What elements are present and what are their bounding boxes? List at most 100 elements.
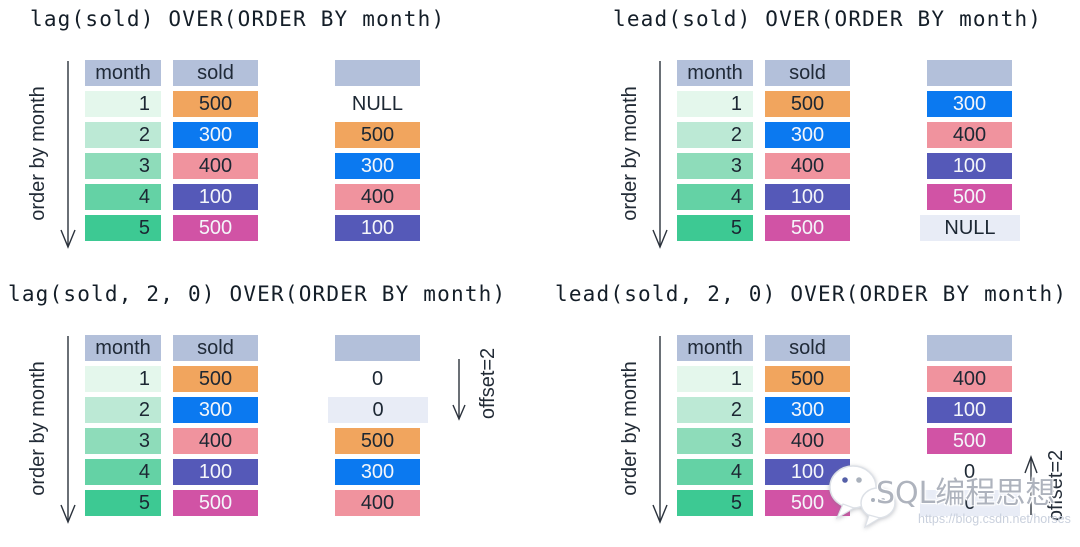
result-column: 400 100 500 0 0 xyxy=(920,335,1020,516)
month-cell: 5 xyxy=(85,215,161,241)
month-cell: 2 xyxy=(85,122,161,148)
formula-title: lead(sold) OVER(ORDER BY month) xyxy=(613,7,1043,31)
panel-lag-simple: lag(sold) OVER(ORDER BY month) order by … xyxy=(0,0,540,272)
result-cell: 400 xyxy=(335,184,420,210)
order-direction-arrow xyxy=(652,61,668,249)
month-cell: 4 xyxy=(677,459,753,485)
result-cell: 500 xyxy=(927,184,1012,210)
result-cell: 100 xyxy=(927,153,1012,179)
panel-lead-simple: lead(sold) OVER(ORDER BY month) order by… xyxy=(540,0,1080,272)
order-by-label: order by month xyxy=(618,85,641,221)
result-cell: 0 xyxy=(963,460,976,483)
watermark-brand: SQL编程思想 xyxy=(876,476,1056,511)
month-cell: 4 xyxy=(677,184,753,210)
wechat-bubbles-icon xyxy=(829,465,896,529)
sold-cell: 100 xyxy=(173,184,258,210)
result-header-cell xyxy=(927,335,1012,361)
result-cell: 500 xyxy=(335,428,420,454)
result-header-cell xyxy=(927,60,1012,86)
sold-cell: 100 xyxy=(173,459,258,485)
result-cell: 500 xyxy=(927,428,1012,454)
watermark-url: https://blog.csdn.net/horses xyxy=(918,512,1071,526)
sold-cell: 100 xyxy=(765,184,850,210)
month-cell: 3 xyxy=(677,153,753,179)
sold-cell: 500 xyxy=(765,215,850,241)
month-cell: 1 xyxy=(677,366,753,392)
order-direction-arrow xyxy=(60,336,76,524)
result-column: 0 0 500 300 400 xyxy=(328,335,428,516)
result-header-cell xyxy=(335,60,420,86)
result-cell: 400 xyxy=(927,366,1012,392)
month-cell: 2 xyxy=(677,397,753,423)
month-header-cell: month xyxy=(85,335,161,361)
panel-lead-offset: lead(sold, 2, 0) OVER(ORDER BY month) or… xyxy=(540,275,1080,547)
panel-lag-offset: lag(sold, 2, 0) OVER(ORDER BY month) ord… xyxy=(0,275,540,547)
sold-cell: 500 xyxy=(173,490,258,516)
offset-arrow-down-icon xyxy=(452,359,466,421)
sold-cell: 500 xyxy=(765,366,850,392)
sold-cell: 400 xyxy=(765,153,850,179)
offset-label: offset=2 xyxy=(477,347,500,419)
month-cell: 3 xyxy=(85,153,161,179)
result-cell: 400 xyxy=(335,490,420,516)
sold-header-cell: sold xyxy=(173,60,258,86)
month-cell: 1 xyxy=(677,91,753,117)
result-cell: 100 xyxy=(927,397,1012,423)
month-cell: 5 xyxy=(677,490,753,516)
month-cell: 3 xyxy=(677,428,753,454)
month-header-cell: month xyxy=(677,335,753,361)
offset-arrow-up-icon xyxy=(1024,455,1038,515)
month-cell: 5 xyxy=(85,490,161,516)
month-header-cell: month xyxy=(85,60,161,86)
month-column: month 1 2 3 4 5 xyxy=(85,335,161,516)
month-column: month 1 2 3 4 5 xyxy=(677,60,753,241)
sold-cell: 500 xyxy=(173,215,258,241)
result-column: NULL 500 300 400 100 xyxy=(335,60,420,241)
month-cell: 4 xyxy=(85,459,161,485)
sold-column: sold 500 300 400 100 500 xyxy=(173,60,258,241)
month-cell: 1 xyxy=(85,91,161,117)
order-by-label: order by month xyxy=(26,85,49,221)
sold-cell: 300 xyxy=(765,122,850,148)
result-cell: 0 xyxy=(371,367,384,390)
result-header-cell xyxy=(335,335,420,361)
sold-cell: 500 xyxy=(173,91,258,117)
result-cell: NULL xyxy=(351,92,404,115)
month-cell: 4 xyxy=(85,184,161,210)
sold-cell: 400 xyxy=(173,153,258,179)
watermark: SQL编程思想 https://blog.csdn.net/horses xyxy=(820,450,1080,543)
result-cell: 300 xyxy=(335,153,420,179)
result-cell: 0 xyxy=(328,397,428,423)
month-cell: 2 xyxy=(85,397,161,423)
result-cell: NULL xyxy=(920,215,1020,241)
result-cell: 100 xyxy=(335,215,420,241)
sold-cell: 300 xyxy=(765,397,850,423)
result-column: 300 400 100 500 NULL xyxy=(920,60,1020,241)
sold-header-cell: sold xyxy=(765,60,850,86)
formula-title: lead(sold, 2, 0) OVER(ORDER BY month) xyxy=(555,282,1068,306)
sold-cell: 400 xyxy=(173,428,258,454)
month-cell: 5 xyxy=(677,215,753,241)
sold-cell: 500 xyxy=(765,91,850,117)
sold-header-cell: sold xyxy=(765,335,850,361)
sold-cell: 300 xyxy=(173,122,258,148)
order-direction-arrow xyxy=(652,336,668,524)
result-cell: 300 xyxy=(335,459,420,485)
sold-column: sold 500 300 400 100 500 xyxy=(765,60,850,241)
month-cell: 1 xyxy=(85,366,161,392)
result-cell: 500 xyxy=(335,122,420,148)
month-column: month 1 2 3 4 5 xyxy=(85,60,161,241)
result-cell: 300 xyxy=(927,91,1012,117)
sold-cell: 500 xyxy=(173,366,258,392)
order-by-label: order by month xyxy=(618,360,641,496)
month-cell: 3 xyxy=(85,428,161,454)
sold-header-cell: sold xyxy=(173,335,258,361)
sold-cell: 400 xyxy=(765,428,850,454)
sold-column: sold 500 300 400 100 500 xyxy=(173,335,258,516)
formula-title: lag(sold) OVER(ORDER BY month) xyxy=(30,7,446,31)
order-direction-arrow xyxy=(60,61,76,249)
order-by-label: order by month xyxy=(26,360,49,496)
sold-cell: 300 xyxy=(173,397,258,423)
result-cell: 0 xyxy=(920,490,1020,516)
month-cell: 2 xyxy=(677,122,753,148)
